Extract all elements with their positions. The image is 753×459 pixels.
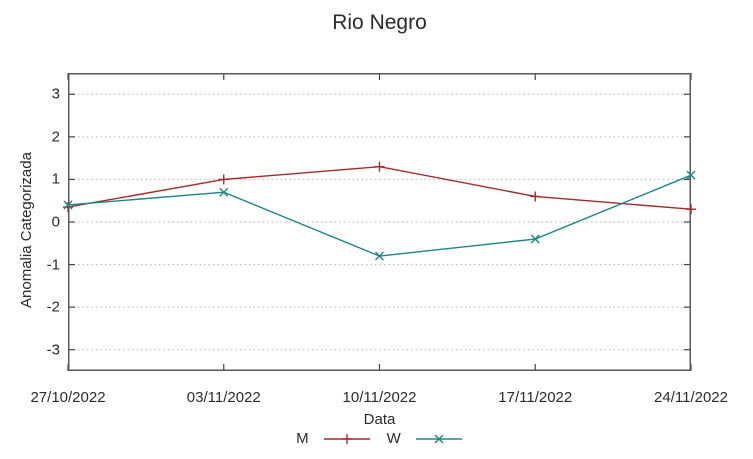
- x-tick-label: 03/11/2022: [186, 389, 261, 406]
- legend-sample-line: [323, 433, 370, 444]
- x-tick-label: 24/11/2022: [654, 389, 728, 406]
- y-tick-label: 0: [51, 213, 60, 231]
- plot-border: [68, 73, 691, 371]
- y-tick-label: -1: [46, 256, 60, 274]
- y-tick-label: 2: [51, 128, 60, 146]
- x-axis-label: Data: [363, 411, 396, 428]
- y-tick-label: 1: [51, 170, 60, 188]
- legend-label: W: [386, 430, 401, 447]
- legend-label: M: [296, 430, 309, 447]
- y-tick-label: -3: [46, 341, 60, 359]
- series-W-marker: [530, 234, 540, 244]
- series-W-marker: [686, 170, 696, 180]
- legend-sample-line: [415, 434, 462, 443]
- x-tick-label: 27/10/2022: [30, 389, 106, 406]
- x-tick-label: 10/11/2022: [342, 389, 417, 406]
- series-W-marker: [375, 251, 384, 261]
- x-tick-label: 17/11/2022: [498, 389, 573, 406]
- y-tick-label: -2: [46, 298, 60, 316]
- series-line-W: [67, 174, 692, 257]
- legend-item-M: M: [296, 430, 371, 447]
- series-W-marker: [219, 187, 229, 197]
- plot-canvas: [63, 73, 696, 371]
- series-line-M: [67, 165, 692, 210]
- chart-title: Rio Negro: [332, 11, 427, 34]
- plot-area: [63, 73, 696, 371]
- y-tick-label: 3: [51, 85, 60, 103]
- series-W-marker: [63, 200, 73, 210]
- legend-item-W: W: [387, 430, 463, 447]
